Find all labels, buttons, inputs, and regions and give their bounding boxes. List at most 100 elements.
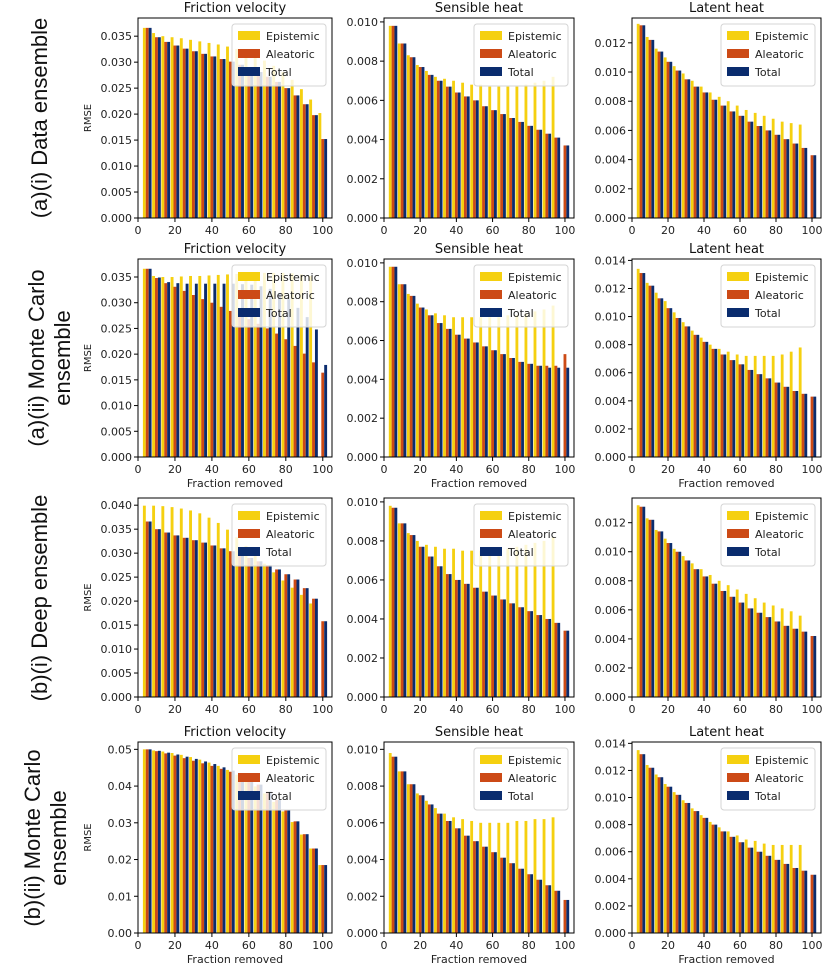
chart-5-axes-frame — [383, 258, 575, 458]
chart-12-epistemic-bar — [636, 750, 640, 933]
chart-4-epistemic-bar — [198, 275, 202, 457]
chart-1-ytick-label: 0.000 — [101, 212, 133, 225]
chart-8-total-bar — [503, 599, 506, 697]
chart-2-aleatoric-bar — [563, 145, 567, 218]
chart-10-total-bar — [222, 767, 226, 933]
chart-1-xtick-label: 80 — [279, 224, 293, 237]
chart-9-total-bar — [768, 617, 772, 697]
chart-12-aleatoric-bar — [720, 831, 724, 933]
chart-8-legend-label: Aleatoric — [508, 528, 557, 541]
chart-12-aleatoric-bar — [756, 851, 760, 933]
chart-7-epistemic-bar — [253, 555, 257, 697]
chart-7-total-bar — [305, 588, 309, 697]
chart-8-total-bar — [539, 615, 543, 697]
chart-10-total-bar — [231, 770, 235, 933]
chart-10-aleatoric-bar — [173, 755, 177, 933]
chart-12-xlabel: Fraction removed — [678, 953, 774, 966]
chart-6-total-bar — [669, 308, 673, 457]
chart-9-epistemic-bar — [735, 589, 739, 697]
chart-6-ytick-label: 0.004 — [595, 395, 627, 408]
chart-2-epistemic-bar — [524, 84, 528, 218]
chart-9-epistemic-bar — [798, 615, 802, 697]
chart-12-total-bar — [786, 863, 790, 933]
chart-11-epistemic-bar — [497, 822, 501, 933]
chart-8-aleatoric-bar — [436, 566, 440, 697]
chart-3-epistemic-bar — [744, 109, 748, 218]
chart-12-epistemic-bar — [798, 844, 802, 933]
chart-4-aleatoric-bar — [164, 283, 168, 457]
chart-2-total-bar — [512, 118, 515, 218]
chart-4-epistemic-bar — [216, 274, 220, 457]
chart-11-legend-swatch — [480, 791, 502, 800]
chart-9-total-bar — [786, 625, 790, 697]
chart-3-total-bar — [678, 70, 682, 218]
chart-12-total-bar — [795, 867, 799, 933]
chart-1-total-bar — [222, 59, 226, 218]
chart-9-aleatoric-bar — [711, 583, 715, 697]
chart-10-total-bar — [324, 865, 328, 933]
chart-10-legend-label: Total — [265, 790, 292, 803]
chart-4-title: Friction velocity — [184, 242, 287, 257]
chart-4-epistemic-bar — [244, 273, 248, 457]
chart-11-xtick-label: 60 — [486, 939, 500, 952]
chart-7-total-bar — [194, 540, 198, 697]
chart-4-aleatoric-bar — [182, 290, 186, 457]
chart-5-epistemic-bar — [443, 315, 446, 457]
chart-6-aleatoric-bar — [729, 360, 733, 457]
chart-5-total-bar — [421, 307, 425, 457]
chart-6-total-bar — [741, 364, 745, 457]
chart-10-aleatoric-bar — [247, 779, 251, 933]
chart-8-aleatoric-bar — [418, 546, 422, 697]
chart-5-total-bar — [394, 266, 398, 457]
chart-5-total-bar — [466, 338, 470, 457]
chart-11-xtick-label: 100 — [554, 939, 575, 952]
chart-7-ytick-label: 0.020 — [101, 595, 133, 608]
chart-4-legend-label: Epistemic — [266, 271, 320, 284]
chart-3-aleatoric-bar — [738, 115, 742, 218]
chart-6-epistemic-bar — [789, 351, 793, 457]
chart-10-epistemic-bar — [226, 769, 229, 933]
chart-9-legend-swatch — [727, 529, 749, 538]
chart-9-xtick-label: 0 — [629, 703, 636, 716]
chart-3-epistemic-bar — [636, 23, 640, 219]
chart-11-xtick-label: 0 — [381, 939, 388, 952]
chart-10-total-bar — [194, 758, 198, 933]
chart-9-epistemic-bar — [717, 580, 721, 697]
chart-11-aleatoric-bar — [418, 795, 422, 933]
chart-4-ytick-label: 0.025 — [101, 322, 133, 335]
chart-2-xtick-label: 60 — [486, 224, 500, 237]
chart-7-epistemic-bar — [235, 537, 239, 697]
chart-11-epistemic-bar — [542, 819, 546, 933]
chart-11-epistemic-bar — [515, 820, 519, 933]
chart-12-total-bar — [741, 842, 745, 933]
chart-3-total-bar — [741, 115, 745, 218]
chart-1-epistemic-bar — [235, 49, 239, 218]
chart-6-epistemic-bar — [762, 355, 766, 457]
chart-2-total-bar — [548, 133, 552, 218]
chart-10-epistemic-bar — [309, 848, 313, 933]
chart-3-total-bar — [732, 111, 736, 218]
chart-6-total-bar — [759, 374, 763, 457]
chart-11-legend-label: Total — [507, 790, 534, 803]
chart-7-epistemic-bar — [272, 572, 276, 697]
chart-9-epistemic-bar — [762, 602, 766, 697]
chart-4-total-bar — [222, 283, 226, 457]
chart-7-total-bar — [204, 542, 207, 697]
chart-5-epistemic-bar — [470, 317, 474, 457]
chart-1-epistemic-bar — [142, 27, 146, 219]
chart-3-epistemic-bar — [798, 124, 802, 218]
chart-1-aleatoric-bar — [284, 88, 288, 218]
chart-5-legend-swatch — [480, 290, 502, 299]
chart-11-aleatoric-bar — [473, 841, 476, 933]
chart-4-total-bar — [259, 286, 263, 457]
chart-4-aleatoric-bar — [173, 286, 177, 457]
chart-9-total-bar — [687, 560, 691, 697]
chart-5-aleatoric-bar — [391, 266, 395, 457]
chart-4-total-bar — [204, 283, 207, 457]
chart-7-total-bar — [222, 548, 226, 697]
chart-3-total-bar — [651, 39, 655, 219]
chart-9-epistemic-bar — [708, 574, 712, 697]
chart-6-aleatoric-bar — [756, 374, 760, 457]
chart-9-aleatoric-bar — [810, 635, 814, 697]
chart-4-total-bar — [167, 282, 171, 457]
